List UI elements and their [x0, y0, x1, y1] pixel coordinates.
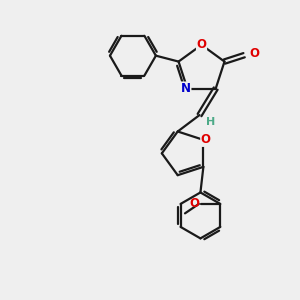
Text: O: O [249, 47, 259, 60]
Text: N: N [181, 82, 191, 95]
Text: O: O [201, 133, 211, 146]
Text: O: O [196, 38, 206, 51]
Text: O: O [189, 197, 199, 210]
Text: H: H [206, 117, 215, 128]
